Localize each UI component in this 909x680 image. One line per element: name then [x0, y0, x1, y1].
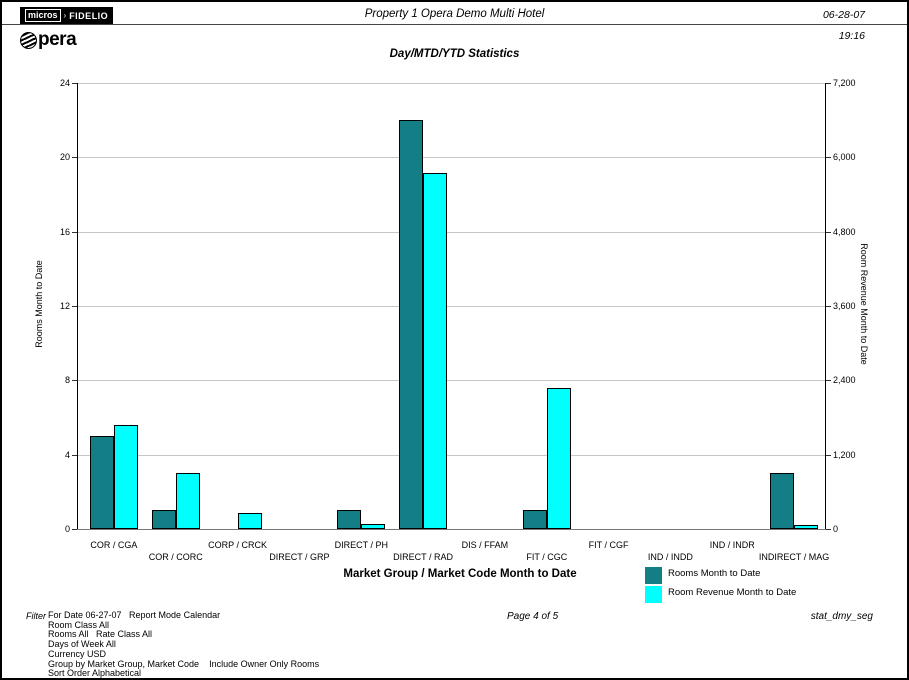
bar-rooms [89, 436, 114, 529]
right-axis-tick [826, 380, 831, 382]
filter-line: Rooms All Rate Class All [48, 629, 153, 640]
bar-revenue [237, 512, 262, 529]
left-axis-tick-label: 4 [64, 449, 70, 460]
x-category-label: INDIRECT / MAG [758, 552, 830, 562]
right-axis-line [825, 83, 826, 530]
legend-swatch-revenue [645, 586, 662, 603]
left-axis-tick [72, 231, 77, 233]
x-category-label: CORP / CRCK [208, 540, 268, 550]
bar-revenue [794, 524, 819, 529]
legend-item-revenue: Room Revenue Month to Date [645, 586, 796, 603]
left-axis-title: Rooms Month to Date [34, 260, 44, 348]
right-axis-tick [826, 454, 831, 456]
page-number: Page 4 of 5 [507, 611, 559, 622]
left-axis-tick-label: 24 [59, 78, 70, 88]
fidelio-logo-text: FIDELIO [69, 10, 109, 21]
gridline [77, 157, 826, 159]
left-axis-line [77, 83, 78, 530]
left-axis-tick-label: 20 [59, 152, 70, 163]
right-axis-tick [826, 231, 831, 233]
right-axis-tick [826, 306, 831, 307]
bar-rooms [399, 120, 424, 529]
opera-logo-text: pera [38, 29, 77, 50]
left-axis-tick [72, 306, 77, 307]
bar-revenue [175, 472, 200, 529]
left-axis-tick-label: 0 [64, 524, 70, 534]
logo-arrow-icon: › [63, 10, 67, 20]
x-axis-title: Market Group / Market Code Month to Date [343, 568, 577, 580]
legend-label-revenue: Room Revenue Month to Date [668, 587, 797, 598]
bar-rooms [770, 473, 795, 530]
gridline [77, 83, 826, 84]
gridline [77, 306, 826, 307]
gridline [77, 380, 826, 382]
legend-swatch-rooms [645, 567, 662, 584]
filter-line: For Date 06-27-07 Report Mode Calendar [48, 610, 221, 620]
filter-line: Room Class All [48, 619, 110, 630]
left-axis-tick [72, 83, 77, 84]
right-axis-tick-label: 2,400 [833, 375, 856, 386]
report-title: Property 1 Opera Demo Multi Hotel [364, 8, 545, 20]
left-axis-tick [72, 157, 77, 159]
chart-legend: Rooms Month to Date Room Revenue Month t… [645, 567, 796, 605]
left-axis-tick [72, 529, 77, 530]
filter-criteria: For Date 06-27-07 Report Mode Calendar Ro… [48, 610, 320, 679]
x-category-label: FIT / CGF [588, 540, 629, 550]
legend-item-rooms: Rooms Month to Date [645, 567, 796, 584]
right-axis-tick-label: 6,000 [833, 152, 856, 163]
filter-line: Currency USD [48, 648, 107, 659]
right-axis-tick-label: 0 [833, 524, 839, 534]
x-category-label: COR / CGA [90, 540, 138, 550]
right-axis-tick-label: 7,200 [833, 78, 856, 88]
x-category-label: DIRECT / RAD [393, 552, 454, 562]
bar-rooms [151, 510, 176, 529]
right-axis-tick [826, 157, 831, 159]
right-axis-title: Room Revenue Month to Date [859, 243, 869, 365]
left-axis-tick-label: 16 [59, 226, 70, 237]
right-axis-tick-label: 4,800 [833, 226, 856, 237]
x-category-label: FIT / CGC [526, 552, 568, 562]
filter-line: Sort Order Alphabetical [48, 668, 142, 679]
globe-icon [20, 31, 37, 49]
left-axis-tick-label: 12 [59, 301, 70, 311]
x-category-label: DIRECT / GRP [269, 552, 330, 562]
filter-line: Group by Market Group, Market Code Inclu… [48, 658, 320, 669]
gridline [77, 231, 826, 233]
bar-revenue [423, 173, 448, 529]
bar-revenue [361, 524, 386, 529]
report-time: 19:16 [838, 30, 865, 42]
x-category-label: IND / INDR [709, 540, 755, 550]
x-category-label: DIRECT / PH [334, 540, 388, 550]
x-category-label: IND / INDD [647, 552, 693, 562]
bar-rooms [337, 510, 362, 529]
left-axis-tick [72, 454, 77, 456]
left-axis-tick [72, 380, 77, 382]
right-axis-tick [826, 529, 831, 530]
filter-label: Filter [26, 611, 46, 621]
bar-rooms [522, 510, 547, 529]
legend-label-rooms: Rooms Month to Date [668, 568, 761, 579]
opera-logo: pera [20, 29, 77, 51]
right-axis-tick-label: 1,200 [833, 449, 856, 460]
chart-title: Day/MTD/YTD Statistics [389, 48, 520, 60]
bar-revenue [546, 388, 571, 529]
report-id: stat_dmy_seg [810, 611, 873, 622]
right-axis-tick-label: 3,600 [833, 301, 856, 311]
micros-logo-text: micros [25, 9, 61, 22]
left-axis-tick-label: 8 [64, 375, 70, 386]
right-axis-tick [826, 83, 831, 84]
bar-revenue [113, 424, 138, 529]
x-axis-line [77, 529, 826, 530]
x-category-label: COR / CORC [148, 552, 203, 562]
x-category-label: DIS / FFAM [461, 540, 509, 550]
gridline [77, 454, 826, 456]
micros-fidelio-logo: micros › FIDELIO [20, 7, 114, 24]
filter-line: Days of Week All [48, 639, 116, 650]
header-divider [2, 24, 907, 25]
report-date: 06-28-07 [822, 9, 865, 21]
